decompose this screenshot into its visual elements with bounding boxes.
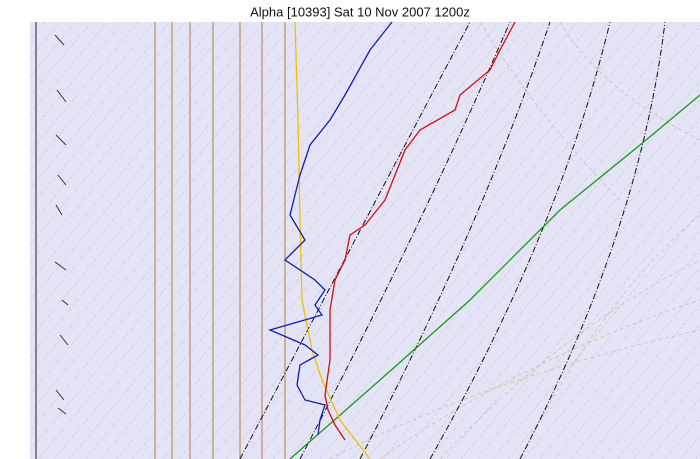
adiabats [329, 22, 700, 459]
parcel-line [289, 94, 700, 459]
chart-title: Alpha [10393] Sat 10 Nov 2007 1200z [250, 4, 470, 19]
background [30, 22, 700, 459]
mixing-lines [239, 22, 666, 459]
plot-area [30, 22, 700, 459]
temperature-line [324, 22, 516, 441]
wind-barbs [54, 34, 69, 415]
dewpoint-line [268, 22, 393, 436]
yellow-line [294, 22, 371, 459]
isotherms [154, 22, 286, 459]
